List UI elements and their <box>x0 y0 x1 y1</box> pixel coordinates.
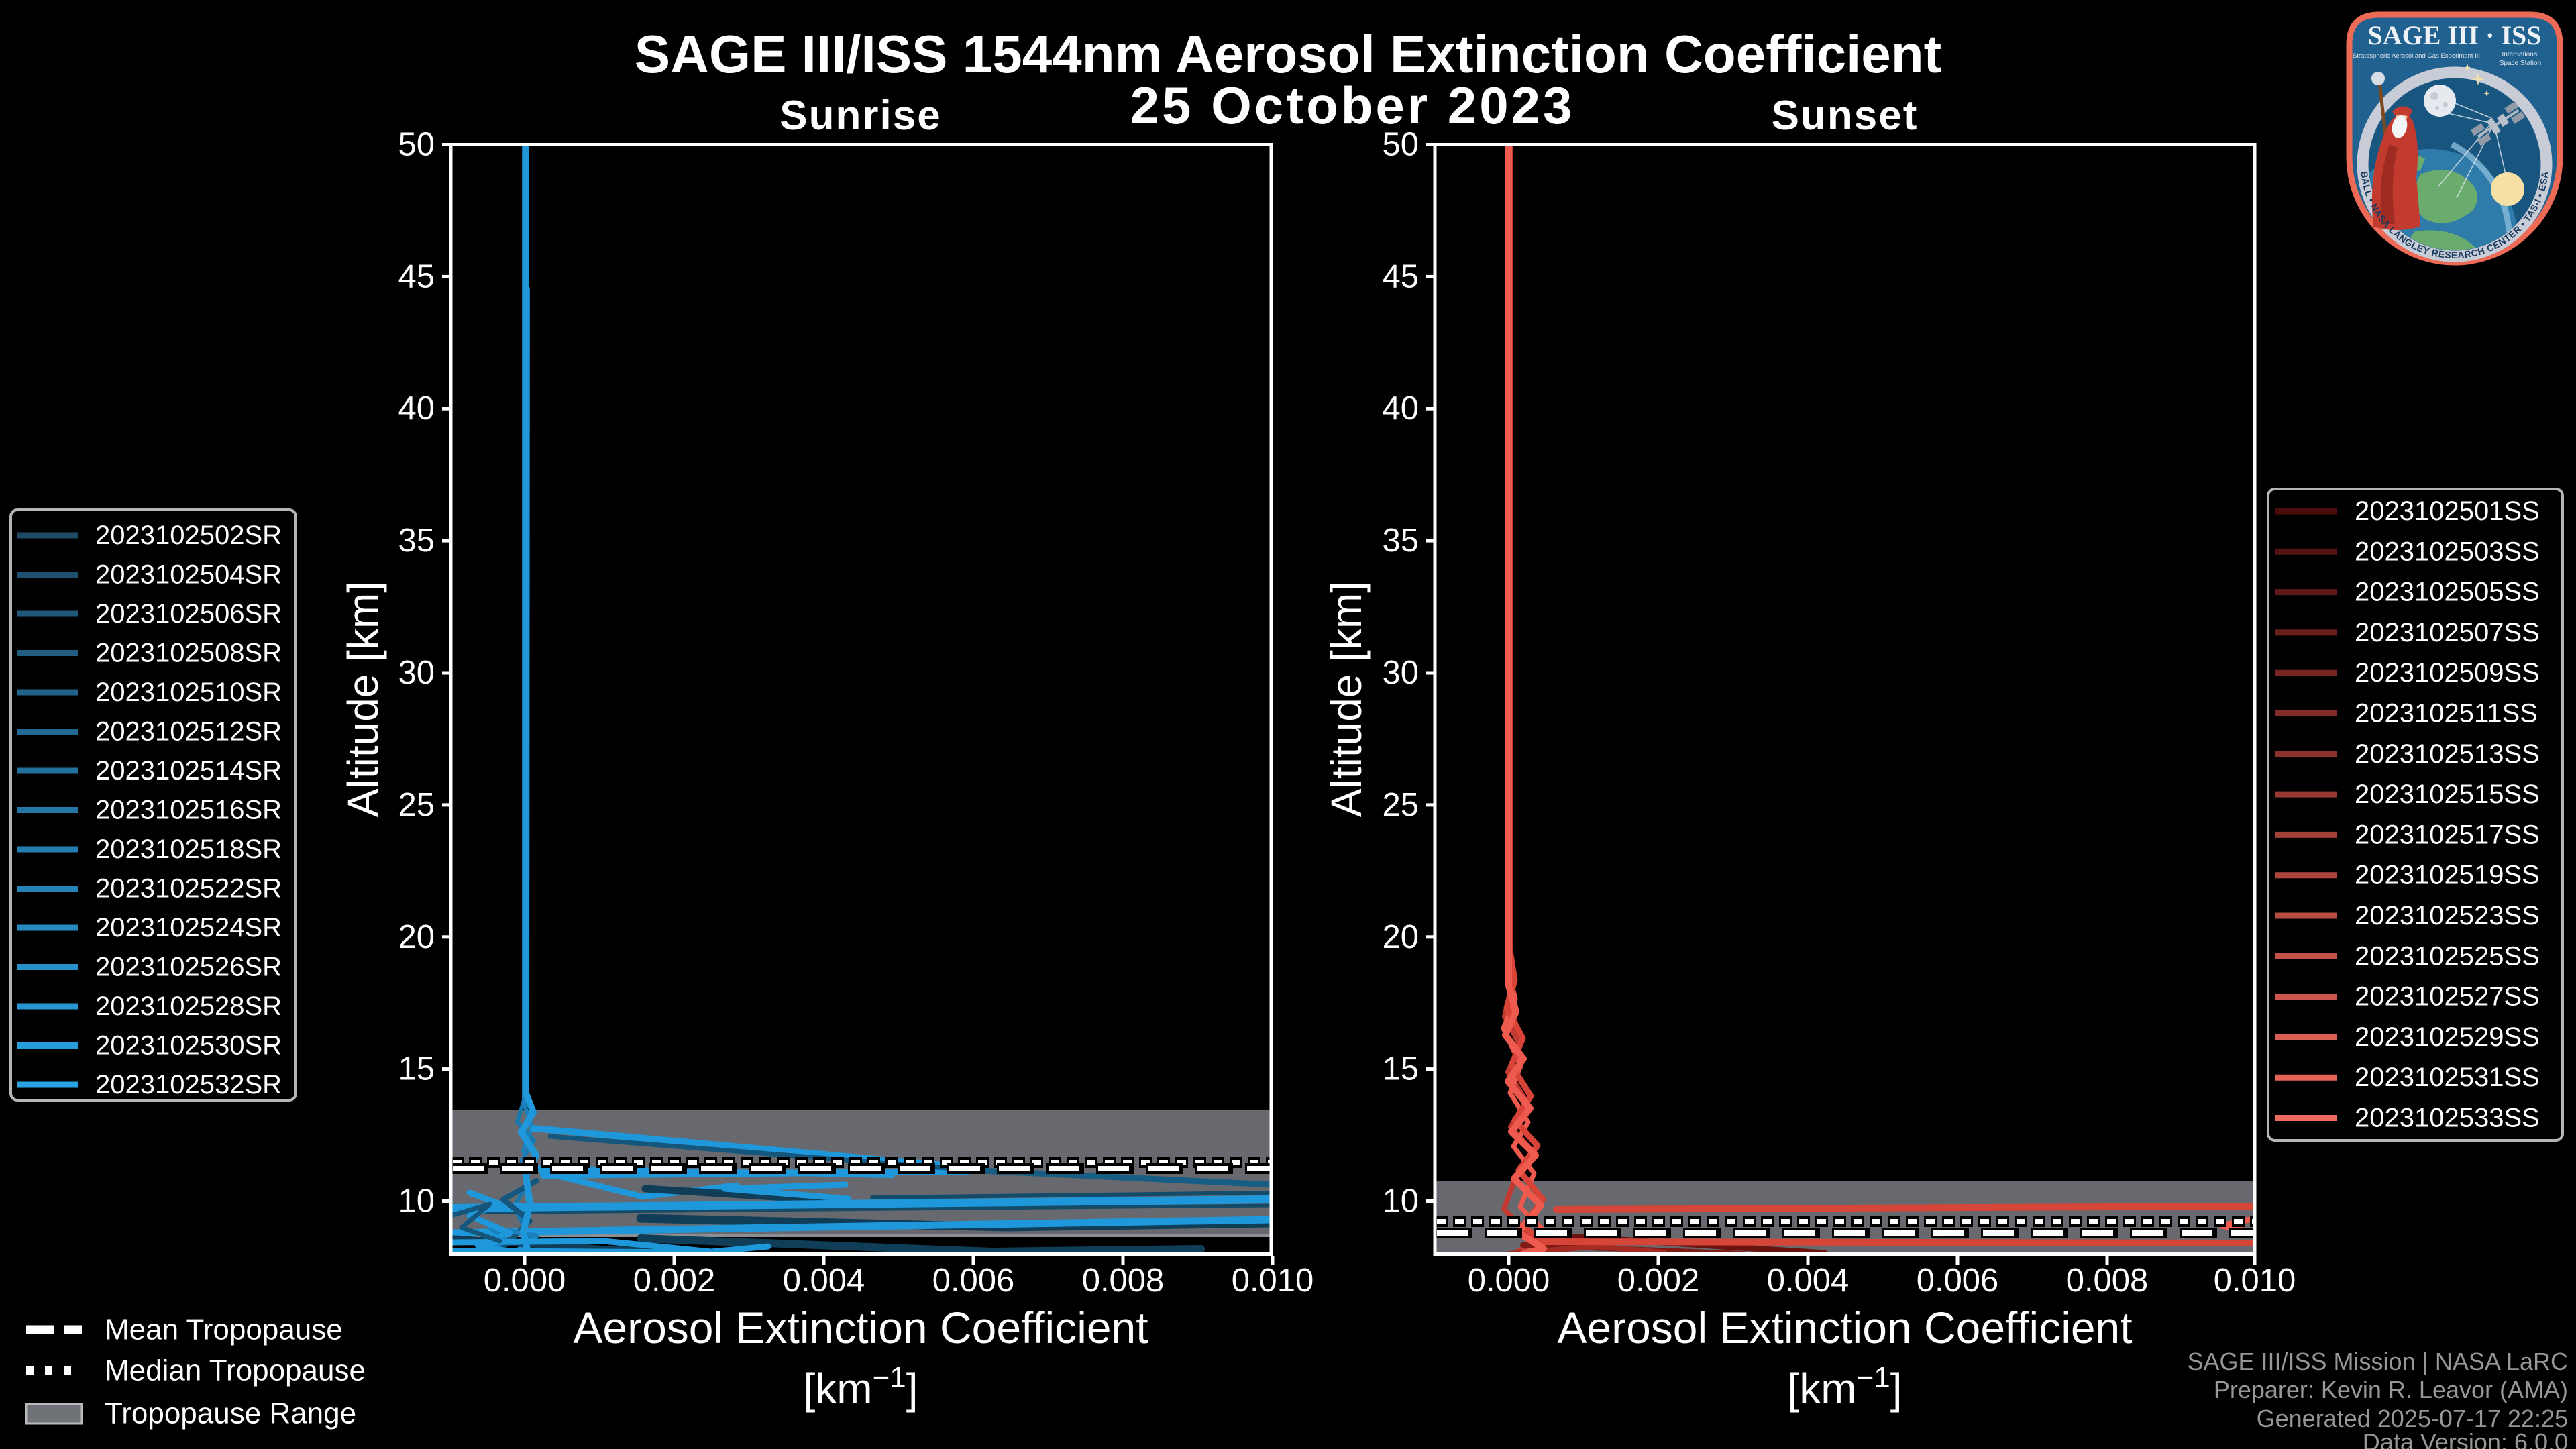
svg-text:Altitude [km]: Altitude [km] <box>339 581 387 817</box>
svg-text:35: 35 <box>398 523 435 559</box>
svg-text:2023102517SS: 2023102517SS <box>2355 820 2540 849</box>
svg-text:15: 15 <box>398 1051 435 1087</box>
svg-text:2023102505SS: 2023102505SS <box>2355 578 2540 607</box>
svg-text:2023102503SS: 2023102503SS <box>2355 537 2540 566</box>
svg-text:2023102532SR: 2023102532SR <box>95 1070 282 1099</box>
svg-text:25: 25 <box>1382 787 1419 823</box>
svg-text:Aerosol Extinction Coefficient: Aerosol Extinction Coefficient <box>1557 1303 2132 1352</box>
svg-text:2023102518SR: 2023102518SR <box>95 835 282 864</box>
svg-text:40: 40 <box>398 390 435 427</box>
svg-text:2023102501SS: 2023102501SS <box>2355 496 2540 526</box>
svg-text:35: 35 <box>1382 523 1419 559</box>
svg-text:2023102507SS: 2023102507SS <box>2355 618 2540 647</box>
svg-text:0.008: 0.008 <box>1082 1263 1165 1299</box>
svg-text:0.002: 0.002 <box>633 1263 716 1299</box>
svg-text:0.008: 0.008 <box>2066 1263 2149 1299</box>
svg-text:0.004: 0.004 <box>783 1263 865 1299</box>
svg-text:15: 15 <box>1382 1051 1419 1087</box>
svg-text:0.000: 0.000 <box>484 1263 566 1299</box>
svg-text:SAGE III/ISS 1544nm Aerosol Ex: SAGE III/ISS 1544nm Aerosol Extinction C… <box>635 24 1942 84</box>
svg-text:0.010: 0.010 <box>2214 1263 2296 1299</box>
svg-text:20: 20 <box>398 919 435 955</box>
svg-text:2023102529SS: 2023102529SS <box>2355 1022 2540 1052</box>
svg-text:25 October 2023: 25 October 2023 <box>1130 76 1575 135</box>
svg-text:Tropopause Range: Tropopause Range <box>105 1397 356 1430</box>
svg-text:0.006: 0.006 <box>932 1263 1015 1299</box>
svg-text:Mean Tropopause: Mean Tropopause <box>105 1313 343 1346</box>
svg-text:30: 30 <box>398 655 435 691</box>
svg-text:2023102510SR: 2023102510SR <box>95 678 282 707</box>
svg-text:Aerosol Extinction Coefficient: Aerosol Extinction Coefficient <box>573 1303 1148 1352</box>
svg-text:Sunrise: Sunrise <box>780 93 941 139</box>
svg-text:Generated 2025-07-17 22:25: Generated 2025-07-17 22:25 <box>2257 1405 2568 1432</box>
svg-text:25: 25 <box>398 787 435 823</box>
svg-text:Altitude [km]: Altitude [km] <box>1322 581 1371 817</box>
svg-text:2023102524SR: 2023102524SR <box>95 913 282 943</box>
svg-text:45: 45 <box>398 258 435 294</box>
svg-text:SAGE III · ISS: SAGE III · ISS <box>2367 20 2541 50</box>
svg-text:2023102504SR: 2023102504SR <box>95 560 282 590</box>
svg-text:2023102512SR: 2023102512SR <box>95 717 282 747</box>
svg-text:2023102530SR: 2023102530SR <box>95 1031 282 1061</box>
svg-text:2023102528SR: 2023102528SR <box>95 991 282 1021</box>
svg-text:40: 40 <box>1382 390 1419 427</box>
svg-text:2023102526SR: 2023102526SR <box>95 953 282 982</box>
svg-text:International: International <box>2502 51 2538 58</box>
svg-text:Median Tropopause: Median Tropopause <box>105 1354 366 1387</box>
svg-text:2023102514SR: 2023102514SR <box>95 756 282 786</box>
svg-text:2023102502SR: 2023102502SR <box>95 521 282 550</box>
svg-text:2023102506SR: 2023102506SR <box>95 599 282 629</box>
svg-text:0.006: 0.006 <box>1917 1263 1999 1299</box>
svg-text:0.004: 0.004 <box>1767 1263 1849 1299</box>
svg-text:2023102516SR: 2023102516SR <box>95 796 282 825</box>
svg-text:2023102513SS: 2023102513SS <box>2355 739 2540 769</box>
svg-text:Data Version: 6.0.0: Data Version: 6.0.0 <box>2363 1428 2568 1449</box>
svg-text:45: 45 <box>1382 258 1419 294</box>
svg-text:0.002: 0.002 <box>1617 1263 1700 1299</box>
svg-text:2023102531SS: 2023102531SS <box>2355 1063 2540 1092</box>
svg-text:2023102525SS: 2023102525SS <box>2355 941 2540 971</box>
svg-text:2023102509SS: 2023102509SS <box>2355 658 2540 688</box>
svg-text:50: 50 <box>1382 127 1419 163</box>
svg-text:10: 10 <box>398 1183 435 1220</box>
svg-text:2023102511SS: 2023102511SS <box>2355 699 2538 729</box>
svg-text:50: 50 <box>398 127 435 163</box>
svg-text:0.000: 0.000 <box>1468 1263 1550 1299</box>
svg-text:20: 20 <box>1382 919 1419 955</box>
svg-text:Space Station: Space Station <box>2500 60 2541 67</box>
svg-text:Stratospheric Aerosol and Gas: Stratospheric Aerosol and Gas Experiment… <box>2353 52 2480 60</box>
svg-text:2023102533SS: 2023102533SS <box>2355 1104 2540 1133</box>
svg-text:2023102519SS: 2023102519SS <box>2355 861 2540 890</box>
svg-text:30: 30 <box>1382 655 1419 691</box>
svg-text:0.010: 0.010 <box>1232 1263 1314 1299</box>
svg-text:SAGE III/ISS Mission | NASA La: SAGE III/ISS Mission | NASA LaRC <box>2187 1348 2568 1375</box>
svg-text:2023102522SR: 2023102522SR <box>95 874 282 904</box>
svg-text:2023102527SS: 2023102527SS <box>2355 982 2540 1012</box>
svg-text:2023102515SS: 2023102515SS <box>2355 780 2540 809</box>
svg-text:Sunset: Sunset <box>1772 93 1919 139</box>
svg-text:2023102508SR: 2023102508SR <box>95 639 282 668</box>
svg-text:2023102523SS: 2023102523SS <box>2355 901 2540 930</box>
svg-text:10: 10 <box>1382 1183 1419 1220</box>
svg-text:Preparer: Kevin R. Leavor (AMA: Preparer: Kevin R. Leavor (AMA) <box>2214 1376 2568 1403</box>
